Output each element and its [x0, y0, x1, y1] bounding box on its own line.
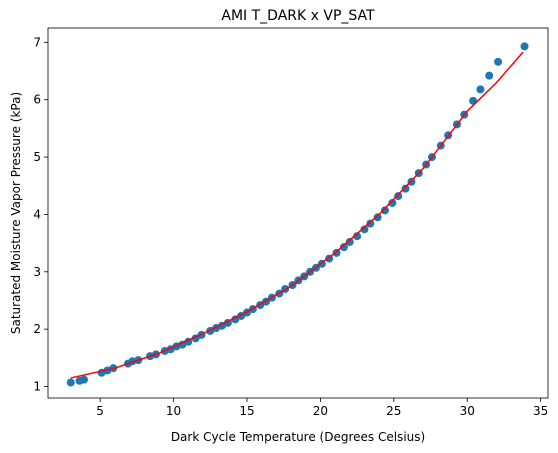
x-tick-label: 5 — [96, 404, 104, 418]
data-point — [66, 378, 75, 387]
y-tick-label: 7 — [33, 35, 41, 49]
data-point — [381, 206, 389, 215]
data-point — [401, 184, 410, 193]
data-point — [360, 225, 369, 234]
x-tick-label: 10 — [166, 404, 181, 418]
axes-frame — [47, 27, 549, 399]
y-axis-label: Saturated Moisture Vapor Pressure (kPa) — [9, 92, 23, 334]
x-tick-label: 20 — [313, 404, 328, 418]
y-tick-label: 4 — [33, 207, 41, 221]
data-point — [394, 192, 403, 201]
data-point — [388, 198, 397, 207]
plot-layer — [66, 42, 529, 387]
data-point — [520, 42, 529, 51]
data-point — [345, 237, 354, 246]
data-point — [79, 375, 88, 384]
data-point — [353, 232, 362, 241]
fit-line — [70, 51, 524, 379]
x-tick-label: 15 — [239, 404, 254, 418]
y-tick-label: 2 — [33, 322, 41, 336]
x-tick-label: 35 — [533, 404, 548, 418]
y-tick-label: 3 — [33, 265, 41, 279]
x-tick-label: 25 — [386, 404, 401, 418]
x-axis-label: Dark Cycle Temperature (Degrees Celsius) — [171, 430, 425, 444]
data-point — [339, 243, 348, 252]
chart-title: AMI T_DARK x VP_SAT — [221, 8, 375, 24]
y-tick-label: 1 — [33, 380, 41, 394]
y-tick-label: 6 — [33, 93, 41, 107]
data-point — [366, 219, 375, 228]
data-point — [494, 57, 503, 66]
axes-layer: 5 10 15 20 25 30 35 1 2 3 4 5 6 7 — [33, 27, 549, 418]
data-point — [476, 85, 485, 94]
data-point — [485, 71, 494, 80]
data-point — [373, 213, 382, 222]
y-tick-label: 5 — [33, 150, 41, 164]
x-tick-label: 30 — [460, 404, 475, 418]
data-point — [332, 248, 341, 257]
